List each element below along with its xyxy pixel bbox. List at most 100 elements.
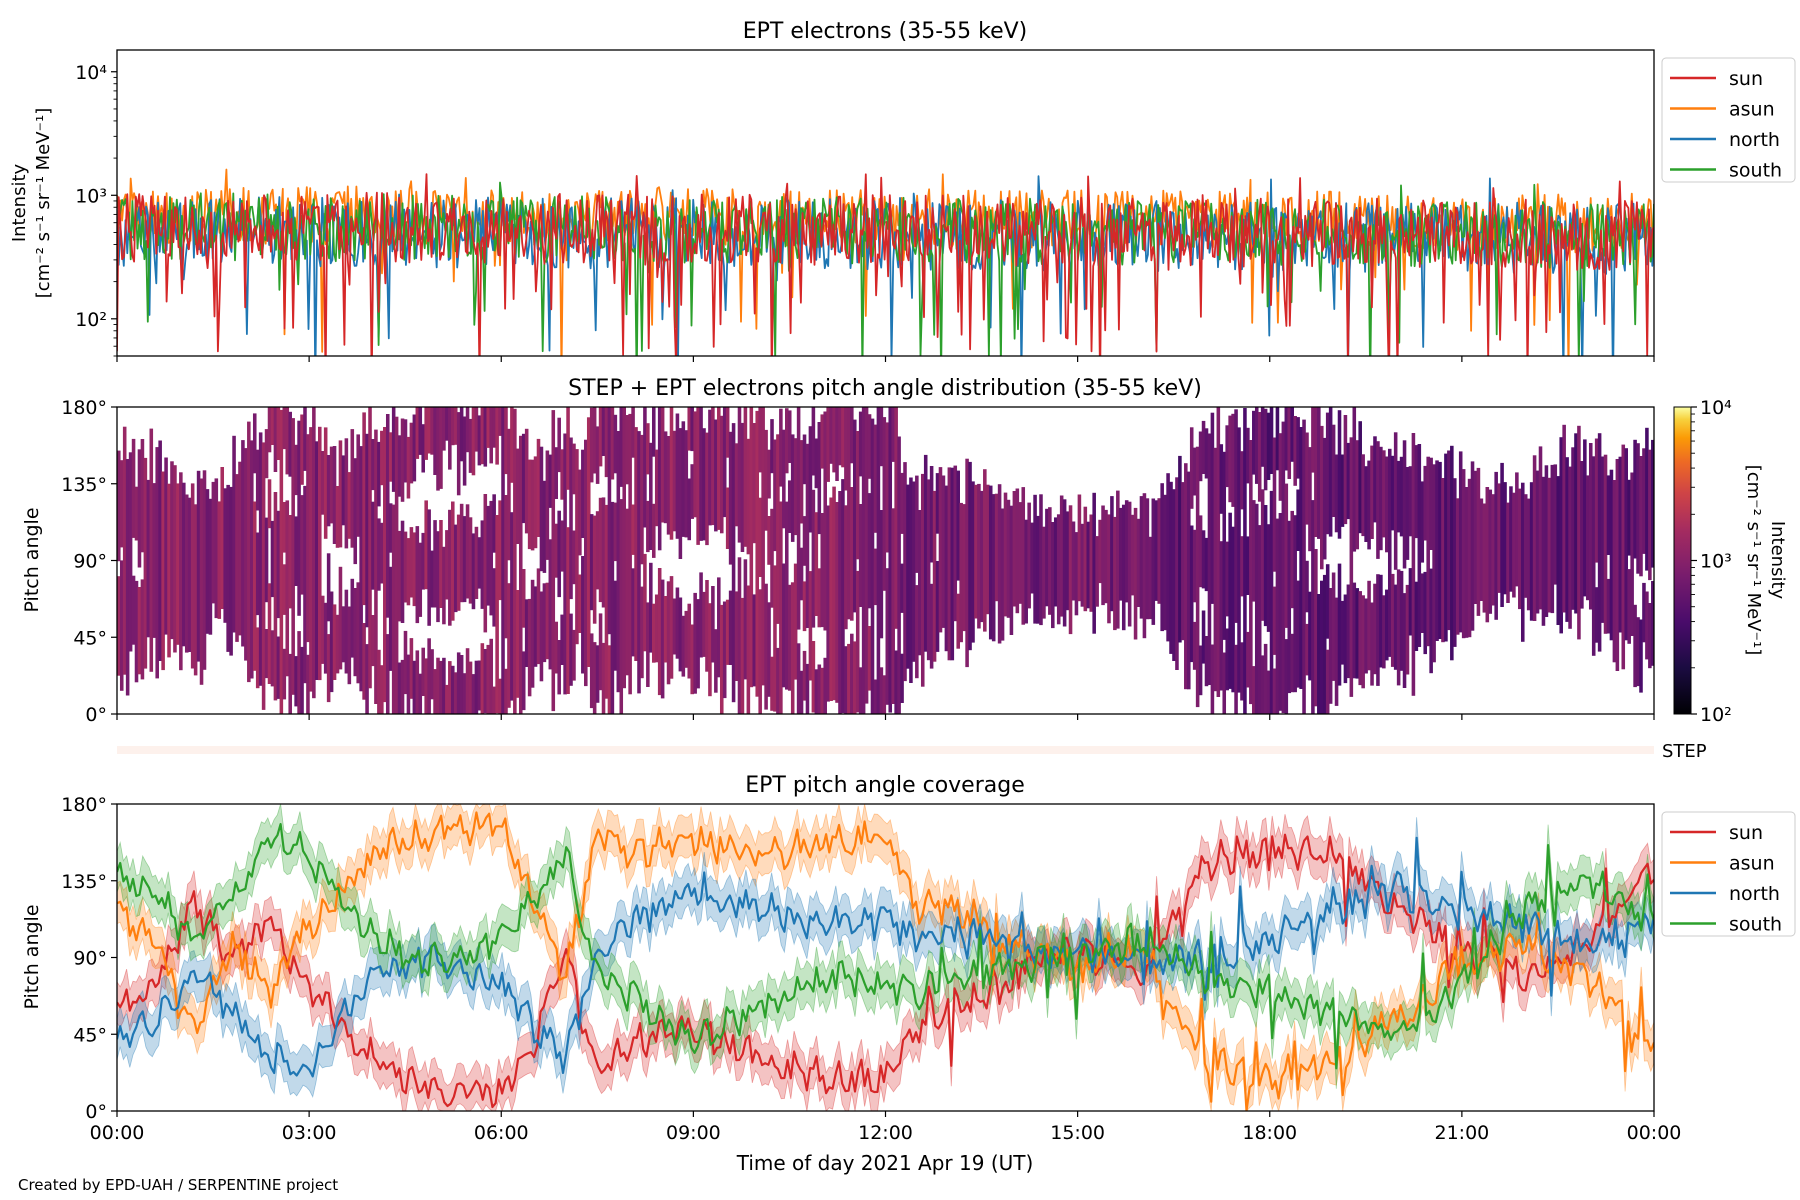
pad-heatmap-cell — [660, 407, 665, 523]
pad-heatmap-cell — [956, 470, 960, 581]
pad-heatmap-cell — [385, 634, 390, 714]
intensity-line-sun — [117, 173, 1654, 356]
pad-heatmap-cell — [1503, 482, 1507, 595]
pad-heatmap-cell — [208, 498, 213, 635]
pad-heatmap-cell — [997, 484, 1002, 644]
pad-heatmap-cell — [211, 481, 216, 604]
intensity-legend-label-north: north — [1729, 129, 1780, 151]
pad-heatmap-cell — [811, 641, 816, 713]
pad-heatmap-cell — [1520, 482, 1525, 642]
coverage-ytick-label: 180° — [61, 794, 107, 816]
pad-heatmap-cell — [388, 503, 393, 553]
pad-heatmap-cell — [838, 407, 842, 466]
pad-heatmap-cell — [282, 648, 287, 700]
coverage-xtick-label: 03:00 — [282, 1122, 337, 1144]
pad-heatmap-cell — [1154, 500, 1159, 601]
pad-heatmap-cell — [264, 429, 269, 479]
pad-heatmap-cell — [566, 527, 570, 694]
pad-heatmap-cell — [1328, 407, 1333, 537]
coverage-xlabel: Time of day 2021 Apr 19 (UT) — [736, 1151, 1034, 1175]
pad-heatmap-cell — [882, 675, 887, 714]
pad-heatmap-cell — [1311, 500, 1315, 714]
pad-heatmap-cell — [492, 568, 496, 627]
pad-heatmap-cell — [950, 467, 955, 661]
pad-y-axis: 0° 45° 90° 135° 180° — [61, 397, 117, 726]
pad-heatmap-cell — [445, 407, 449, 441]
pad-heatmap-cell — [119, 460, 124, 548]
pad-heatmap-cell — [607, 645, 612, 714]
pad-heatmap-cell — [790, 434, 795, 542]
pad-heatmap-cell — [646, 423, 650, 475]
pad-heatmap-cell — [858, 667, 863, 714]
pad-heatmap-cell — [850, 633, 854, 714]
pad-heatmap-cell — [1201, 420, 1206, 474]
pad-heatmap-cell — [229, 486, 233, 656]
pad-heatmap-cell — [1651, 439, 1654, 568]
pad-heatmap-cell — [353, 588, 358, 677]
pad-heatmap-cell — [1252, 500, 1256, 602]
pad-heatmap-cell — [1586, 475, 1590, 601]
pad-heatmap-cell — [1278, 513, 1283, 711]
pad-heatmap-cell — [1376, 574, 1380, 686]
pad-heatmap-cell — [1651, 581, 1654, 666]
pad-heatmap-cell — [442, 657, 446, 714]
pad-heatmap-cell — [462, 516, 467, 603]
pad-heatmap-cell — [161, 471, 165, 671]
pad-heatmap-cell — [817, 568, 822, 628]
pad-heatmap-cell — [669, 576, 674, 679]
pad-heatmap-cell — [383, 427, 387, 703]
pad-heatmap-cell — [1252, 666, 1256, 714]
pad-heatmap-cell — [820, 667, 825, 714]
pad-heatmap-cell — [1417, 444, 1422, 647]
pad-heatmap-cell — [1266, 524, 1271, 632]
pad-heatmap-cell — [285, 500, 290, 677]
pad-heatmap-cell — [306, 434, 310, 643]
pad-heatmap-cell — [1500, 462, 1504, 607]
pad-heatmap-cell — [1231, 413, 1235, 507]
pad-heatmap-cell — [1228, 512, 1232, 689]
pad-heatmap-cell — [986, 484, 990, 615]
pad-heatmap-cell — [1334, 597, 1339, 706]
pad-heatmap-cell — [409, 422, 414, 484]
pad-heatmap-cell — [539, 591, 544, 682]
pad-heatmap-cell — [250, 440, 254, 679]
pad-heatmap-cell — [1349, 437, 1354, 697]
pad-heatmap-cell — [690, 624, 694, 695]
pad-heatmap-cell — [1346, 584, 1351, 679]
pad-heatmap-cell — [725, 599, 730, 665]
coverage-legend-box — [1661, 811, 1796, 937]
pad-heatmap-cell — [1231, 526, 1235, 693]
pad-heatmap-cell — [1042, 526, 1046, 619]
pad-heatmap-cell — [864, 407, 869, 704]
pad-heatmap-cell — [604, 504, 609, 699]
pad-heatmap-cell — [1139, 496, 1144, 619]
pad-heatmap-cell — [826, 505, 830, 702]
pad-heatmap-cell — [1314, 549, 1318, 707]
pad-heatmap-cell — [1615, 459, 1620, 671]
pad-heatmap-cell — [394, 416, 399, 714]
pad-heatmap-cell — [380, 430, 384, 486]
pad-heatmap-cell — [728, 590, 733, 665]
pad-heatmap-cell — [1343, 415, 1348, 525]
pad-heatmap-cell — [604, 407, 609, 478]
pad-heatmap-cell — [1358, 591, 1362, 686]
pad-heatmap-cell — [459, 655, 464, 714]
pad-heatmap-cell — [631, 407, 635, 458]
pad-heatmap-cell — [341, 606, 346, 663]
pad-heatmap-cell — [158, 440, 162, 661]
pad-heatmap-cell — [799, 547, 804, 601]
pad-heatmap-cell — [1467, 478, 1472, 638]
pad-heatmap-cell — [415, 407, 420, 459]
pad-heatmap-cell — [533, 586, 538, 667]
pad-heatmap-cell — [510, 407, 514, 483]
pad-ytick-label: 45° — [73, 627, 107, 649]
pad-heatmap-cell — [897, 436, 901, 714]
pad-heatmap-cell — [649, 442, 653, 550]
pad-heatmap-cell — [1334, 454, 1339, 533]
intensity-legend-label-south: south — [1729, 160, 1782, 182]
pad-heatmap-cell — [1189, 525, 1194, 663]
pad-heatmap-cell — [870, 418, 875, 714]
pad-heatmap-cell — [1127, 501, 1132, 627]
pad-heatmap-cell — [433, 520, 437, 608]
pad-heatmap-cell — [270, 520, 275, 598]
